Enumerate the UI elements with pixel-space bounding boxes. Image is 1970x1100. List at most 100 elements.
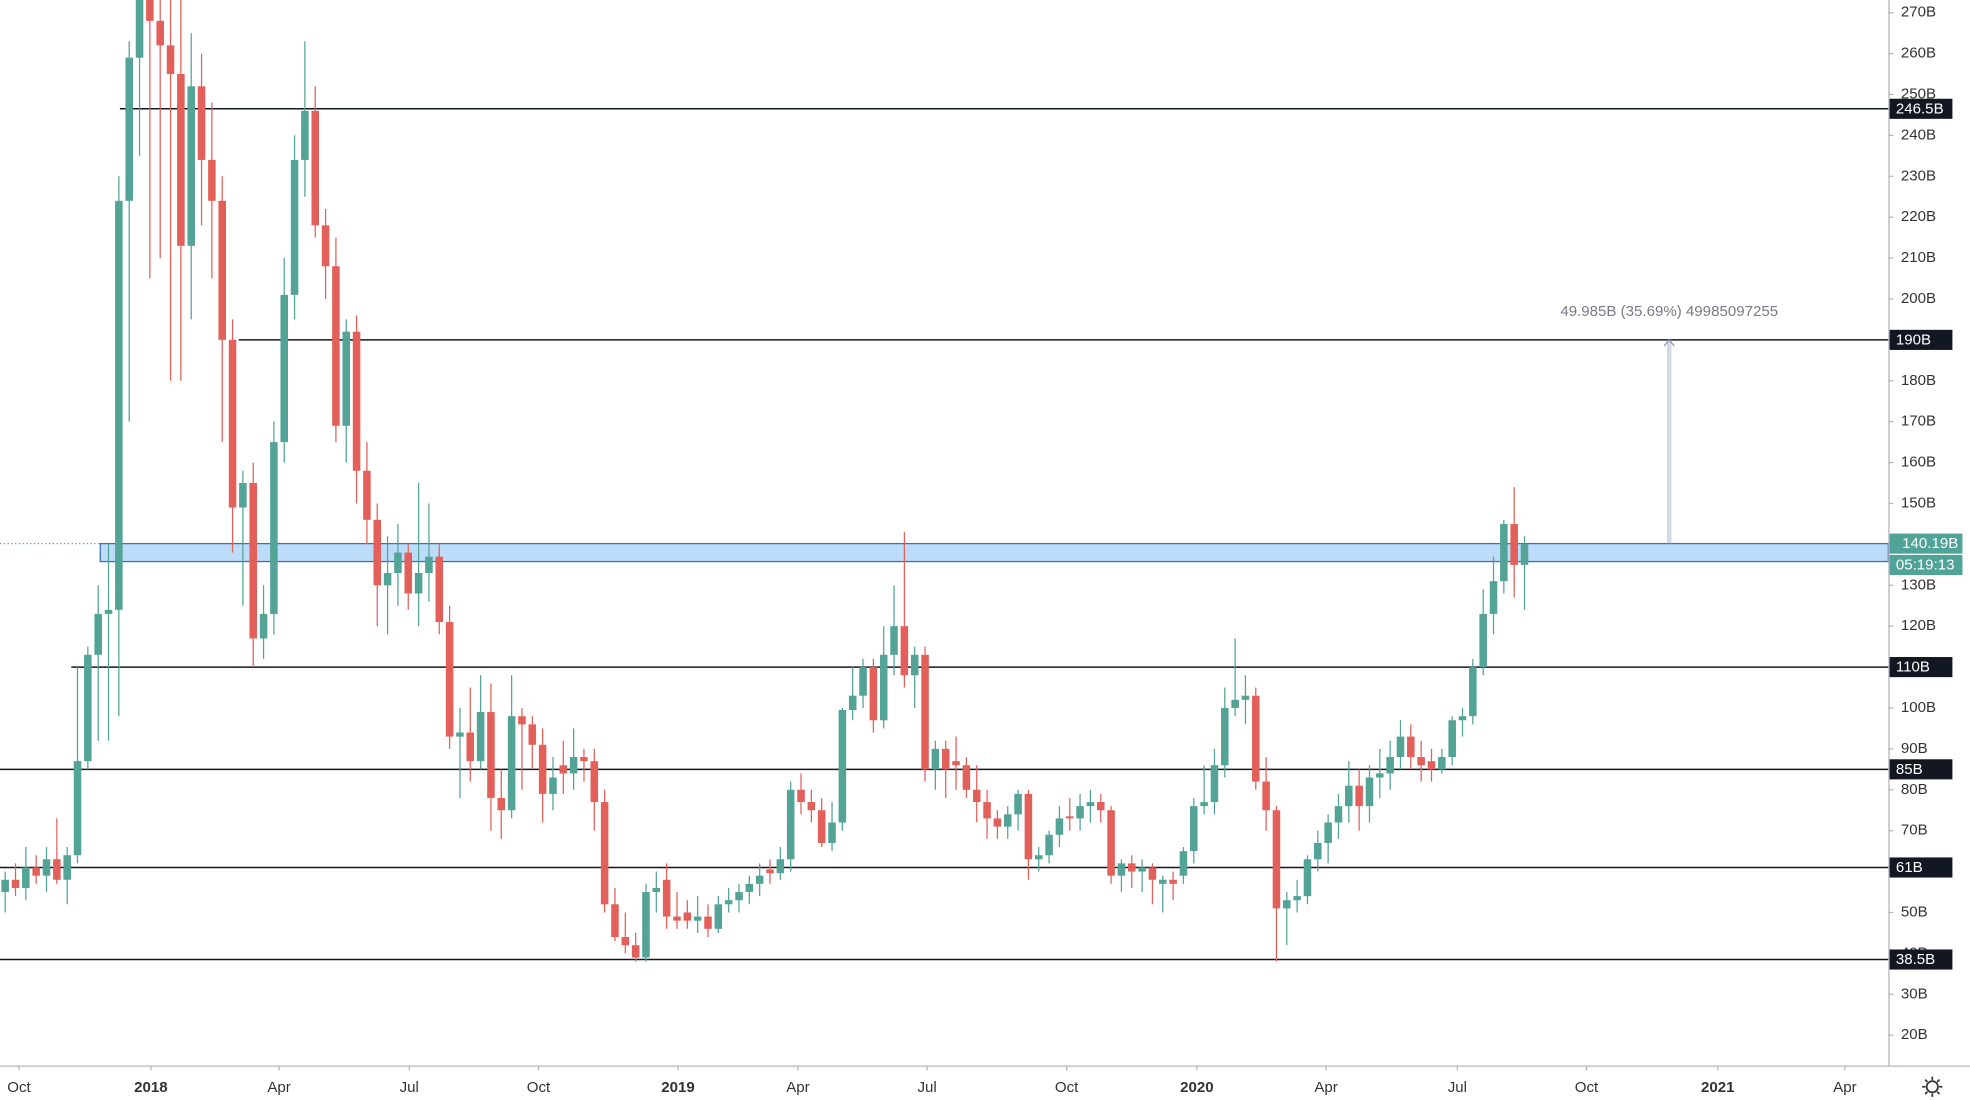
candle-body [1034,855,1043,860]
candle-body [1107,810,1115,876]
candle-body [1479,613,1487,668]
candle-body [156,20,164,46]
candle-body [993,818,1002,827]
candle-body [1117,863,1126,876]
candle-body [611,904,619,938]
candle-body [425,556,433,574]
candle-body [1365,777,1374,807]
candle-body [332,266,340,426]
candle-body [125,57,133,201]
candle-body [1345,785,1353,807]
candle-body [786,789,795,860]
y-tick-label: 150B [1901,494,1936,511]
settings-icon[interactable] [1922,1076,1943,1097]
candle-body [1210,765,1219,803]
level-tag-label: 38.5B [1896,951,1935,968]
x-tick-label: Oct [1055,1079,1079,1096]
candle-body [73,761,82,856]
y-tick-label: 50B [1901,903,1928,920]
y-tick-label: 20B [1901,1026,1928,1043]
candle-body [569,757,578,774]
candle-body [1252,695,1260,782]
candle-body [1190,806,1198,852]
x-tick-label: Jul [1448,1079,1467,1096]
candle-body [311,110,320,226]
candle-body [962,765,971,790]
x-tick-label: Apr [1833,1079,1856,1096]
candle-body [104,609,113,614]
candle-body [859,667,867,696]
candle-body [1138,867,1146,872]
measure-band [1666,339,1672,544]
candle-body [941,748,950,770]
y-tick-label: 80B [1901,781,1928,798]
candle-body [177,74,185,246]
candle-body [1438,757,1446,770]
candle-body [445,622,454,737]
price-tag [1889,533,1963,554]
candle-body [1500,523,1508,582]
candle-body [94,613,102,655]
candle-body [135,0,144,58]
x-tick-label: 2019 [661,1079,695,1096]
level-tag [1889,329,1953,350]
candle-body [363,470,371,520]
y-tick-label: 160B [1901,454,1936,471]
candle-body [890,626,898,655]
candle-body [301,110,309,160]
candle-body [797,789,805,803]
x-tick-label: Jul [917,1079,936,1096]
candle-body [817,810,826,843]
candle-body [590,761,599,803]
candle-body [146,0,154,21]
level-tag [1889,949,1953,970]
candle-body [766,869,774,874]
candle-body [1283,900,1291,909]
candle-body [704,916,712,929]
candle-body [1355,785,1363,807]
y-tick-label: 180B [1901,372,1936,389]
candle-body [497,797,506,811]
x-tick-label: 2021 [1701,1079,1735,1096]
candle-body [1055,818,1064,835]
candle-body [1003,814,1012,827]
candle-body [1386,757,1394,774]
y-tick-label: 70B [1901,822,1928,839]
candle-body [776,859,785,874]
candle-body [1065,816,1074,819]
price-tag-label: 140.19B [1902,535,1958,552]
candle-body [1489,581,1498,614]
candle-body [1417,757,1425,766]
candle-body [321,225,330,267]
candle-body [414,573,423,594]
candle-body [600,802,609,905]
candle-body [848,695,857,711]
candle-body [507,716,516,811]
level-tag-label: 246.5B [1896,100,1944,117]
candle-body [218,200,226,340]
candle-body [931,748,940,770]
candle-body [528,724,537,745]
candle-body [1076,806,1084,819]
candle-body [1158,879,1167,884]
y-tick-label: 120B [1901,617,1936,634]
candle-body [838,710,847,823]
x-tick-label: Jul [400,1079,419,1096]
candle-body [910,654,919,676]
y-tick-label: 200B [1901,290,1936,307]
candle-body [1014,793,1022,815]
candle-body [621,937,630,946]
x-tick-label: Oct [7,1079,31,1096]
candle-body [435,556,444,623]
candle-body [1407,736,1415,758]
x-tick-label: Apr [786,1079,809,1096]
y-tick-label: 260B [1901,45,1936,62]
candle-body [270,442,278,614]
candle-body [115,200,123,610]
candle-body [22,867,30,888]
candle-body [466,732,475,762]
candle-body [1448,720,1456,758]
x-tick-label: 2020 [1180,1079,1214,1096]
candle-body [1148,867,1157,880]
candle-body [404,552,413,594]
